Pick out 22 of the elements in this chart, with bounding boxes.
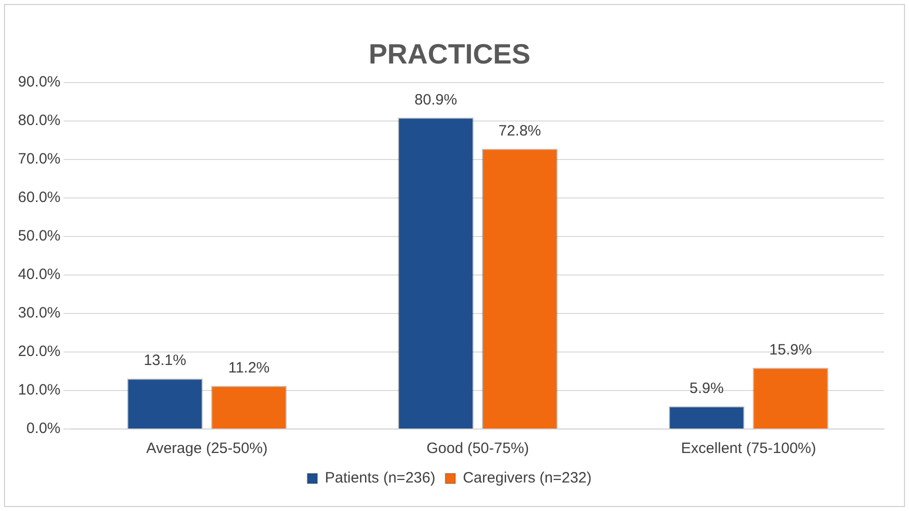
data-label: 5.9% <box>690 380 724 397</box>
y-tick-label: 40.0% <box>18 266 61 284</box>
y-tick-label: 70.0% <box>18 150 61 168</box>
data-label: 11.2% <box>228 360 270 377</box>
data-label: 15.9% <box>769 341 812 358</box>
legend-label: Caregivers (n=232) <box>462 470 592 487</box>
y-tick-label: 90.0% <box>18 74 61 91</box>
x-tick-label: Good (50-75%) <box>426 440 530 458</box>
y-tick-label: 60.0% <box>18 189 61 206</box>
chart-title: PRACTICES <box>368 38 530 70</box>
data-label: 13.1% <box>144 352 186 370</box>
x-tick-label: Excellent (75-100%) <box>681 440 816 458</box>
data-label: 72.8% <box>498 122 542 140</box>
y-tick-label: 50.0% <box>18 228 61 245</box>
y-tick-label: 20.0% <box>18 343 61 360</box>
y-tick-label: 30.0% <box>18 304 61 322</box>
legend-label: Patients (n=236) <box>324 470 436 487</box>
data-label: 80.9% <box>414 91 458 108</box>
y-tick-label: 10.0% <box>18 382 61 399</box>
y-tick-label: 80.0% <box>18 112 61 130</box>
y-tick-label: 0.0% <box>26 420 61 438</box>
x-tick-label: Average (25-50%) <box>146 440 268 458</box>
